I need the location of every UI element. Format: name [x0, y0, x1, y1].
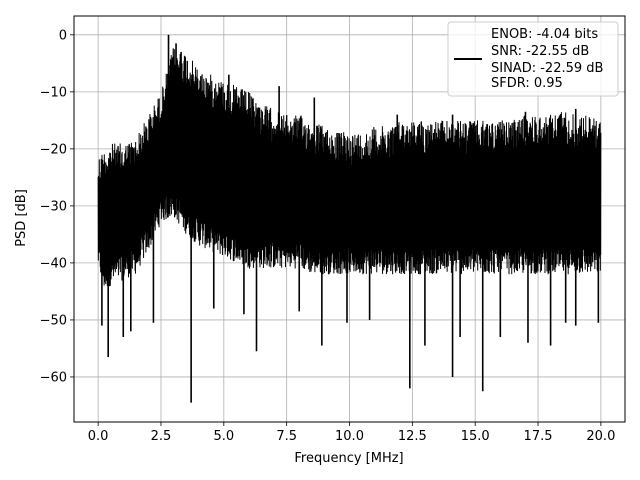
y-tick-label: −20: [40, 142, 67, 157]
y-tick-label: −50: [40, 313, 67, 328]
y-axis-label: PSD [dB]: [14, 189, 29, 247]
y-tick-label: −30: [40, 199, 67, 214]
legend-box: [447, 21, 619, 97]
x-tick-label: 7.5: [276, 429, 297, 444]
y-ticks: 0 −10 −20 −30 −40 −50 −60: [40, 28, 74, 385]
x-tick-label: 12.5: [398, 429, 427, 444]
legend-entry-sfdr: SFDR: 0.95: [491, 76, 563, 91]
y-tick-label: −40: [40, 256, 67, 271]
x-tick-label: 2.5: [151, 429, 172, 444]
x-tick-label: 0.0: [88, 429, 109, 444]
x-axis-label: Frequency [MHz]: [294, 451, 403, 466]
x-tick-label: 17.5: [524, 429, 553, 444]
x-tick-label: 20.0: [586, 429, 615, 444]
y-tick-label: −60: [40, 370, 67, 385]
psd-trace: [97, 48, 602, 287]
legend-entry-snr: SNR: -22.55 dB: [491, 44, 589, 59]
x-ticks: 0.0 2.5 5.0 7.5 10.0 12.5 15.0 17.5 20.0: [88, 422, 615, 444]
legend-entry-enob: ENOB: -4.04 bits: [491, 27, 598, 42]
x-tick-label: 10.0: [335, 429, 364, 444]
series-1: [97, 34, 602, 403]
legend-entry-sinad: SINAD: -22.59 dB: [491, 61, 603, 76]
x-tick-label: 15.0: [461, 429, 490, 444]
y-tick-label: −10: [40, 85, 67, 100]
legend: ENOB: -4.04 bits SNR: -22.55 dB SINAD: -…: [447, 21, 619, 97]
y-tick-label: 0: [59, 28, 67, 43]
x-tick-label: 5.0: [213, 429, 234, 444]
